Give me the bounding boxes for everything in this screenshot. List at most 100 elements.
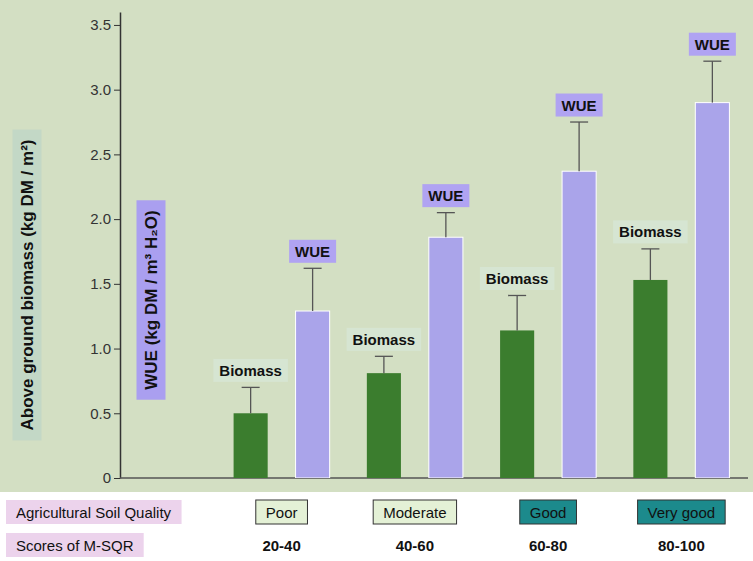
y-axis-title-2: WUE (kg DM / m³ H₂O) xyxy=(142,210,161,389)
series-labels: Biomass Biomass Biomass Biomass WUE WUE WUE WUE xyxy=(213,33,735,382)
category-label-box xyxy=(256,500,308,524)
error-bar-cap xyxy=(641,248,659,249)
y-tick-mark xyxy=(114,284,120,285)
error-bar-cap xyxy=(703,61,721,62)
y-tick-mark xyxy=(114,90,120,91)
y-tick: 2.5 xyxy=(90,146,120,163)
y-tick-mark xyxy=(114,349,120,350)
chart: 0 0.5 1.0 1.5 2.0 2.5 3.0 3.5 Above ground bioma… xyxy=(0,0,753,561)
error-bar xyxy=(304,268,322,311)
y-tick-mark xyxy=(114,219,120,220)
score-label: 40-60 xyxy=(396,537,434,554)
y-axis: 0 0.5 1.0 1.5 2.0 2.5 3.0 3.5 xyxy=(90,13,120,487)
series-label-box xyxy=(422,184,469,207)
y-axis-title-box xyxy=(13,130,42,441)
y-tick-label: 0.5 xyxy=(90,405,111,422)
row-label-box xyxy=(6,533,144,557)
category-label: Very good xyxy=(648,504,716,521)
row-label: Scores of M-SQR xyxy=(16,537,134,554)
score-label: 20-40 xyxy=(262,537,300,554)
error-bar xyxy=(508,295,526,330)
error-bar xyxy=(570,122,588,171)
y-tick: 0 xyxy=(103,469,120,486)
series-label: Biomass xyxy=(486,270,549,287)
error-bar-stem xyxy=(312,268,313,311)
error-bar-cap xyxy=(304,268,322,269)
error-bar xyxy=(641,249,659,280)
y-tick: 3.0 xyxy=(90,81,120,98)
error-bar-stem xyxy=(578,122,579,171)
series-label: Biomass xyxy=(219,362,282,379)
series-label: Biomass xyxy=(619,223,682,240)
y-axis-title-2-group: WUE (kg DM / m³ H₂O) xyxy=(137,200,166,399)
category-rows: Agricultural Soil Quality Scores of M-SQR… xyxy=(6,500,725,557)
bar xyxy=(234,413,268,478)
series-label-box xyxy=(213,359,288,382)
error-bar xyxy=(242,387,260,413)
category-label-box xyxy=(520,500,577,524)
series-label-box xyxy=(556,94,603,117)
error-bar-cap xyxy=(508,295,526,296)
category-label-box xyxy=(638,500,726,524)
y-axis-line xyxy=(120,13,122,479)
bottom-strip xyxy=(0,492,753,561)
row-label: Agricultural Soil Quality xyxy=(16,504,172,521)
category-label: Good xyxy=(530,504,567,521)
y-axis-title-2-box xyxy=(137,200,166,399)
category-label: Poor xyxy=(266,504,298,521)
background xyxy=(0,0,753,492)
error-bar-cap xyxy=(375,356,393,357)
bar xyxy=(367,373,401,478)
y-tick-label: 3.0 xyxy=(90,81,111,98)
error-bar-cap xyxy=(242,387,260,388)
error-bar-stem xyxy=(383,356,384,373)
y-tick-mark xyxy=(114,413,120,414)
bar xyxy=(695,103,729,478)
y-tick-mark xyxy=(114,25,120,26)
bar xyxy=(633,280,667,478)
bar xyxy=(500,330,534,478)
error-bar-stem xyxy=(516,295,517,330)
y-tick: 1.5 xyxy=(90,275,120,292)
series-label: WUE xyxy=(295,243,330,260)
y-tick: 1.0 xyxy=(90,340,120,357)
category-label-box xyxy=(373,500,456,524)
error-bar xyxy=(437,213,455,238)
bar xyxy=(296,311,330,478)
error-bar xyxy=(375,356,393,373)
score-label: 80-100 xyxy=(658,537,705,554)
series-label-box xyxy=(689,33,736,56)
y-tick-label: 2.5 xyxy=(90,146,111,163)
series-label: WUE xyxy=(562,97,597,114)
y-tick: 0.5 xyxy=(90,405,120,422)
bar xyxy=(429,237,463,478)
series-label: WUE xyxy=(695,36,730,53)
y-tick-label: 1.0 xyxy=(90,340,111,357)
series-label-box xyxy=(289,240,336,263)
error-bar-stem xyxy=(712,61,713,102)
y-tick-label: 1.5 xyxy=(90,275,111,292)
y-tick-mark xyxy=(114,478,120,479)
error-bar-cap xyxy=(437,212,455,213)
error-bar-cap xyxy=(570,121,588,122)
bar xyxy=(562,171,596,478)
y-axis-title: Above ground biomass (kg DM / m²) xyxy=(18,140,37,431)
series-label-box xyxy=(480,267,555,290)
category-label: Moderate xyxy=(383,504,446,521)
error-bar-stem xyxy=(250,387,251,413)
error-bar-stem xyxy=(445,213,446,238)
series-label: Biomass xyxy=(353,331,416,348)
series-label: WUE xyxy=(428,187,463,204)
y-tick-label: 0 xyxy=(103,469,111,486)
y-tick: 2.0 xyxy=(90,210,120,227)
y-tick-label: 2.0 xyxy=(90,210,111,227)
score-label: 60-80 xyxy=(529,537,567,554)
y-tick: 3.5 xyxy=(90,16,120,33)
series-label-box xyxy=(347,328,422,351)
error-bar-stem xyxy=(650,249,651,280)
y-axis-title-group: Above ground biomass (kg DM / m²) xyxy=(13,130,42,441)
y-tick-label: 3.5 xyxy=(90,16,111,33)
row-label-box xyxy=(6,500,182,524)
marks xyxy=(234,61,730,478)
series-label-box xyxy=(613,220,688,243)
